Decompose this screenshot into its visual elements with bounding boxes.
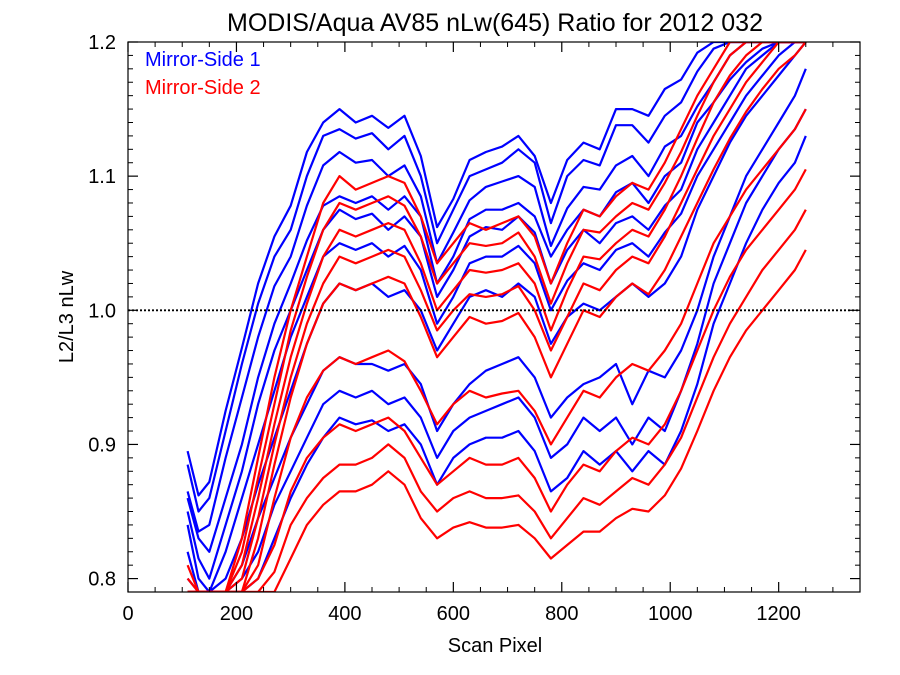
series-line-14 <box>187 42 806 592</box>
series-line-16 <box>187 108 807 592</box>
series-line-3 <box>186 42 806 533</box>
plot-frame <box>127 41 861 593</box>
series-line-5 <box>186 42 806 580</box>
y-tick-label: 1.0 <box>88 300 116 322</box>
series-line-8 <box>186 68 807 592</box>
x-tick-label: 1000 <box>648 603 693 625</box>
y-tick-label: 0.8 <box>88 569 116 591</box>
x-tick-label: 800 <box>545 603 578 625</box>
series-line-2 <box>186 42 806 513</box>
series-line-15 <box>187 42 807 592</box>
chart-title: MODIS/Aqua AV85 nLw(645) Ratio for 2012 … <box>227 9 763 37</box>
legend-mirror-side-1: Mirror-Side 1 <box>145 49 261 71</box>
series-line-19 <box>187 249 807 592</box>
legend-mirror-side-2: Mirror-Side 2 <box>145 77 261 99</box>
y-tick-label: 0.9 <box>88 434 116 456</box>
series-line-18 <box>187 209 807 592</box>
series-line-1 <box>186 42 806 497</box>
series-line-9 <box>187 108 807 592</box>
x-tick-label: 600 <box>437 603 470 625</box>
series-line-12 <box>186 42 806 592</box>
series-line-17 <box>187 168 807 592</box>
x-tick-label: 200 <box>220 603 253 625</box>
x-tick-label: 1200 <box>756 603 801 625</box>
x-tick-label: 0 <box>122 603 133 625</box>
series-line-4 <box>186 42 806 553</box>
y-axis-title: L2/L3 nLw <box>56 270 78 363</box>
y-axis: 0.8 0.9 1.0 1.1 1.2 <box>88 32 860 591</box>
y-tick-label: 1.1 <box>88 166 116 188</box>
series-line-13 <box>187 42 806 592</box>
plot-lines <box>186 42 807 592</box>
y-tick-label: 1.2 <box>88 32 116 54</box>
x-axis-title: Scan Pixel <box>448 635 543 657</box>
x-axis: 0 200 400 600 800 1000 1200 <box>122 42 834 625</box>
x-tick-label: 400 <box>328 603 361 625</box>
series-line-11 <box>186 42 806 592</box>
